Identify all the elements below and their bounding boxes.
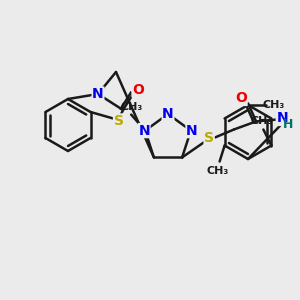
Text: N: N (92, 87, 104, 101)
Text: O: O (132, 83, 144, 97)
Text: N: N (138, 124, 150, 138)
Text: CH₃: CH₃ (206, 166, 229, 176)
Text: N: N (162, 107, 174, 121)
Text: S: S (204, 131, 214, 146)
Text: CH₃: CH₃ (263, 100, 285, 110)
Text: O: O (235, 92, 247, 105)
Text: H: H (283, 118, 293, 131)
Text: S: S (113, 114, 124, 128)
Text: CH₃: CH₃ (250, 116, 272, 125)
Text: N: N (276, 111, 288, 125)
Text: CH₃: CH₃ (120, 102, 142, 112)
Text: N: N (186, 124, 198, 138)
